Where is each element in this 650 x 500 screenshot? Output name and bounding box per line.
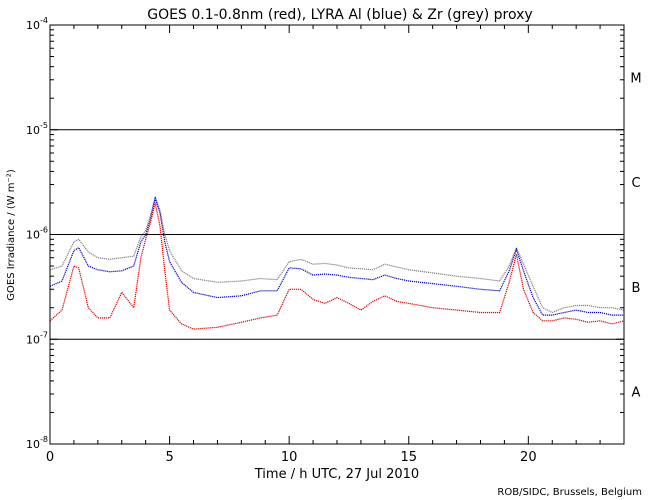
series-line-goes-0-1-0-8nm: [49, 202, 625, 330]
x-tick-label: 10: [281, 450, 298, 465]
flare-class-lines: [50, 129, 624, 340]
flare-class-label-c: C: [631, 176, 640, 191]
x-tick-label: 20: [520, 450, 537, 465]
credit-text: ROB/SIDC, Brussels, Belgium: [497, 487, 642, 498]
flare-class-labels: A B C M: [630, 71, 641, 400]
y-tick-exponent: -5: [40, 121, 48, 130]
y-tick-label: 10: [26, 333, 40, 346]
y-tick-exponent: -7: [40, 330, 48, 339]
series-line-lyra-zr-proxy: [49, 194, 625, 314]
y-axis-label: GOES Irradiance / (W m⁻²): [6, 169, 17, 301]
chart-title: GOES 0.1-0.8nm (red), LYRA Al (blue) & Z…: [147, 7, 532, 23]
x-axis-label: Time / h UTC, 27 Jul 2010: [254, 467, 419, 482]
y-tick-exponent: -8: [40, 435, 48, 444]
y-tick-label: 10: [26, 19, 40, 32]
y-tick-exponent: -6: [40, 226, 48, 235]
series-line-lyra-al-proxy: [49, 196, 624, 316]
y-tick-label: 10: [26, 124, 40, 137]
y-tick-label: 10: [26, 229, 40, 242]
flare-class-label-a: A: [632, 386, 641, 401]
y-axis-ticks: 10-810-710-610-510-4: [26, 16, 624, 451]
x-tick-label: 0: [46, 450, 54, 465]
y-tick-label: 10: [26, 438, 40, 451]
y-tick-exponent: -4: [40, 16, 48, 25]
data-series: [49, 194, 625, 330]
x-tick-label: 5: [165, 450, 173, 465]
flare-class-label-b: B: [632, 281, 641, 296]
x-axis-ticks: 0 5 10 15 20: [46, 25, 601, 465]
flare-class-label-m: M: [630, 71, 641, 86]
x-tick-label: 15: [400, 450, 417, 465]
